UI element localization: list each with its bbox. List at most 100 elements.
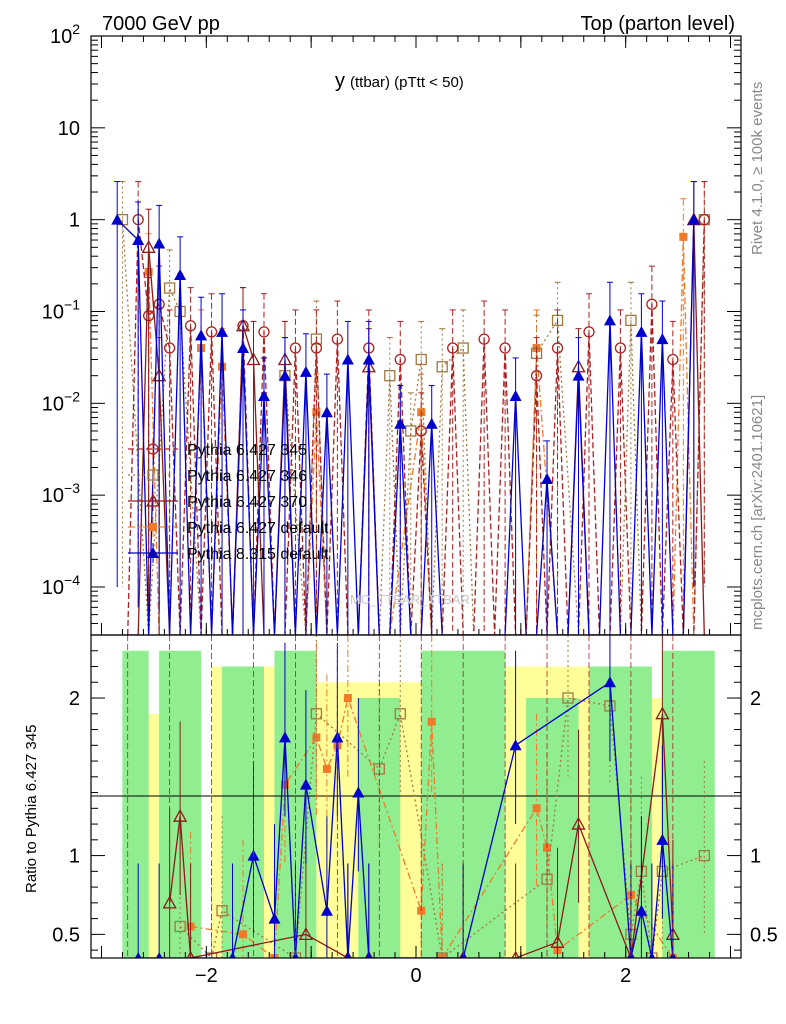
ratio-point-p370-9 bbox=[571, 816, 586, 830]
point-p345-36 bbox=[499, 342, 511, 354]
y-tick-label-6: 10−4 bbox=[42, 572, 80, 599]
point-p8-17 bbox=[299, 365, 312, 377]
ratio-point-pdefault-9 bbox=[427, 717, 436, 726]
ratio-point-p8-2 bbox=[229, 952, 236, 958]
ratio-point-p8-14 bbox=[509, 739, 522, 751]
legend-label-p346: Pythia 6.427 346 bbox=[187, 468, 307, 485]
legend-label-p8: Pythia 8.315 default bbox=[187, 546, 329, 563]
ratio-line-p346 bbox=[179, 697, 705, 958]
ratio-ylabel: Ratio to Pythia 6.427 345 bbox=[23, 725, 40, 893]
x-tick-label-2: 2 bbox=[620, 965, 631, 987]
point-p345-16 bbox=[289, 342, 302, 354]
legend-marker-p8 bbox=[147, 547, 159, 558]
ratio-point-p8-7 bbox=[299, 778, 312, 790]
point-p345-4 bbox=[163, 342, 176, 354]
ratio-point-p346-15 bbox=[698, 849, 710, 862]
axes: −2 0 2 102 10 1 10−1 10−2 10−3 10−4 2 2 1 1 0.5 0.5 bbox=[42, 21, 778, 987]
point-p8-40 bbox=[541, 472, 554, 484]
series-pdefault bbox=[144, 198, 695, 635]
y-tick-label-3: 10−1 bbox=[42, 296, 80, 323]
point-p346-20 bbox=[415, 353, 427, 366]
ratio-tick-label-left-2: 0.5 bbox=[52, 924, 80, 946]
point-p346-2 bbox=[163, 282, 176, 294]
ratio-line-pdefault bbox=[190, 695, 674, 958]
point-p8-1 bbox=[132, 234, 145, 246]
band-green-0 bbox=[122, 650, 149, 958]
point-p345-44 bbox=[583, 326, 595, 338]
ratio-point-p346-6 bbox=[394, 708, 406, 720]
ratio-point-p346-9 bbox=[562, 692, 574, 704]
ratio-tick-label-right-2: 0.5 bbox=[750, 924, 778, 946]
plot-title-main: y bbox=[335, 70, 345, 92]
x-tick-label-1: 0 bbox=[410, 965, 421, 987]
ratio-point-p8-4 bbox=[268, 912, 281, 924]
mcplots-label: mcplots.cern.ch [arXiv:2401.10621] bbox=[749, 395, 766, 630]
legend-marker-p346 bbox=[147, 469, 159, 481]
ratio-tick-label-left-0: 2 bbox=[69, 688, 80, 710]
point-p8-5 bbox=[174, 268, 187, 280]
line-p345 bbox=[127, 219, 705, 635]
ratio-point-p370-8 bbox=[550, 934, 565, 948]
main-series-layer bbox=[111, 181, 710, 635]
point-p345-31 bbox=[447, 342, 459, 354]
point-p8-9 bbox=[216, 325, 229, 337]
point-p8-49 bbox=[635, 325, 648, 337]
ratio-point-p370-1 bbox=[173, 808, 188, 822]
point-p345-20 bbox=[331, 333, 344, 345]
y-tick-label-2: 1 bbox=[69, 210, 80, 232]
y-tick-label-5: 10−3 bbox=[42, 480, 80, 507]
ratio-point-p8-0 bbox=[134, 952, 142, 958]
rivet-label: Rivet 4.1.0, ≥ 100k events bbox=[749, 82, 766, 255]
header-right: Top (parton level) bbox=[580, 13, 735, 35]
point-p8-3 bbox=[153, 237, 166, 249]
ratio-point-p8-8 bbox=[320, 904, 333, 916]
ratio-point-p8-10 bbox=[344, 952, 352, 958]
ratio-point-p8-17 bbox=[635, 904, 648, 916]
ratio-point-p370-11 bbox=[655, 706, 670, 720]
point-p8-37 bbox=[509, 390, 522, 402]
ratio-point-pdefault-7 bbox=[343, 694, 352, 703]
point-p346-12 bbox=[310, 333, 323, 345]
legend-label-pdefault: Pythia 6.427 default bbox=[187, 520, 329, 537]
point-pdefault-34 bbox=[679, 232, 688, 241]
ratio-point-pdefault-5 bbox=[322, 764, 331, 773]
ratio-point-pdefault-1 bbox=[239, 930, 248, 939]
ratio-tick-label-right-1: 1 bbox=[750, 846, 761, 868]
ratio-line-p8 bbox=[138, 681, 674, 958]
ratio-point-p370-3 bbox=[298, 927, 314, 941]
point-p370-12 bbox=[246, 352, 261, 366]
point-p8-19 bbox=[320, 406, 333, 418]
ratio-point-p8-18 bbox=[648, 952, 656, 958]
legend-marker-p345 bbox=[147, 443, 159, 455]
point-p8-23 bbox=[362, 353, 375, 365]
point-p8-26 bbox=[394, 417, 407, 429]
legend-label-p345: Pythia 6.427 345 bbox=[187, 442, 307, 459]
y-tick-label-0: 102 bbox=[50, 21, 80, 48]
point-p345-55 bbox=[698, 214, 710, 226]
point-p345-41 bbox=[551, 342, 564, 354]
y-tick-label-4: 10−2 bbox=[42, 388, 80, 415]
header-left: 7000 GeV pp bbox=[102, 13, 220, 35]
ratio-point-p346-4 bbox=[310, 708, 323, 720]
point-p8-46 bbox=[603, 314, 616, 326]
band-green-8 bbox=[662, 650, 715, 958]
ratio-tick-label-left-1: 1 bbox=[69, 846, 80, 868]
x-tick-label-0: −2 bbox=[195, 965, 218, 987]
ratio-point-pdefault-10 bbox=[438, 954, 447, 958]
y-tick-label-1: 10 bbox=[58, 118, 80, 140]
legend-label-p370: Pythia 6.427 370 bbox=[187, 494, 307, 511]
ratio-tick-label-right-0: 2 bbox=[750, 688, 761, 710]
point-p8-43 bbox=[572, 369, 585, 381]
legend-marker-p370 bbox=[145, 493, 161, 507]
ratio-point-pdefault-11 bbox=[532, 804, 541, 813]
point-p345-50 bbox=[646, 298, 658, 310]
ratio-point-p346-7 bbox=[436, 952, 448, 958]
point-p345-47 bbox=[614, 342, 627, 354]
watermark: MC_TTBAR_TTBAR bbox=[350, 592, 470, 607]
ratio-point-p8-12 bbox=[365, 952, 373, 958]
point-p370-2 bbox=[141, 239, 156, 253]
point-p345-39 bbox=[530, 370, 543, 382]
ratio-point-p8-11 bbox=[352, 786, 365, 798]
ratio-point-pdefault-4 bbox=[312, 733, 321, 742]
point-p345-28 bbox=[415, 425, 427, 437]
